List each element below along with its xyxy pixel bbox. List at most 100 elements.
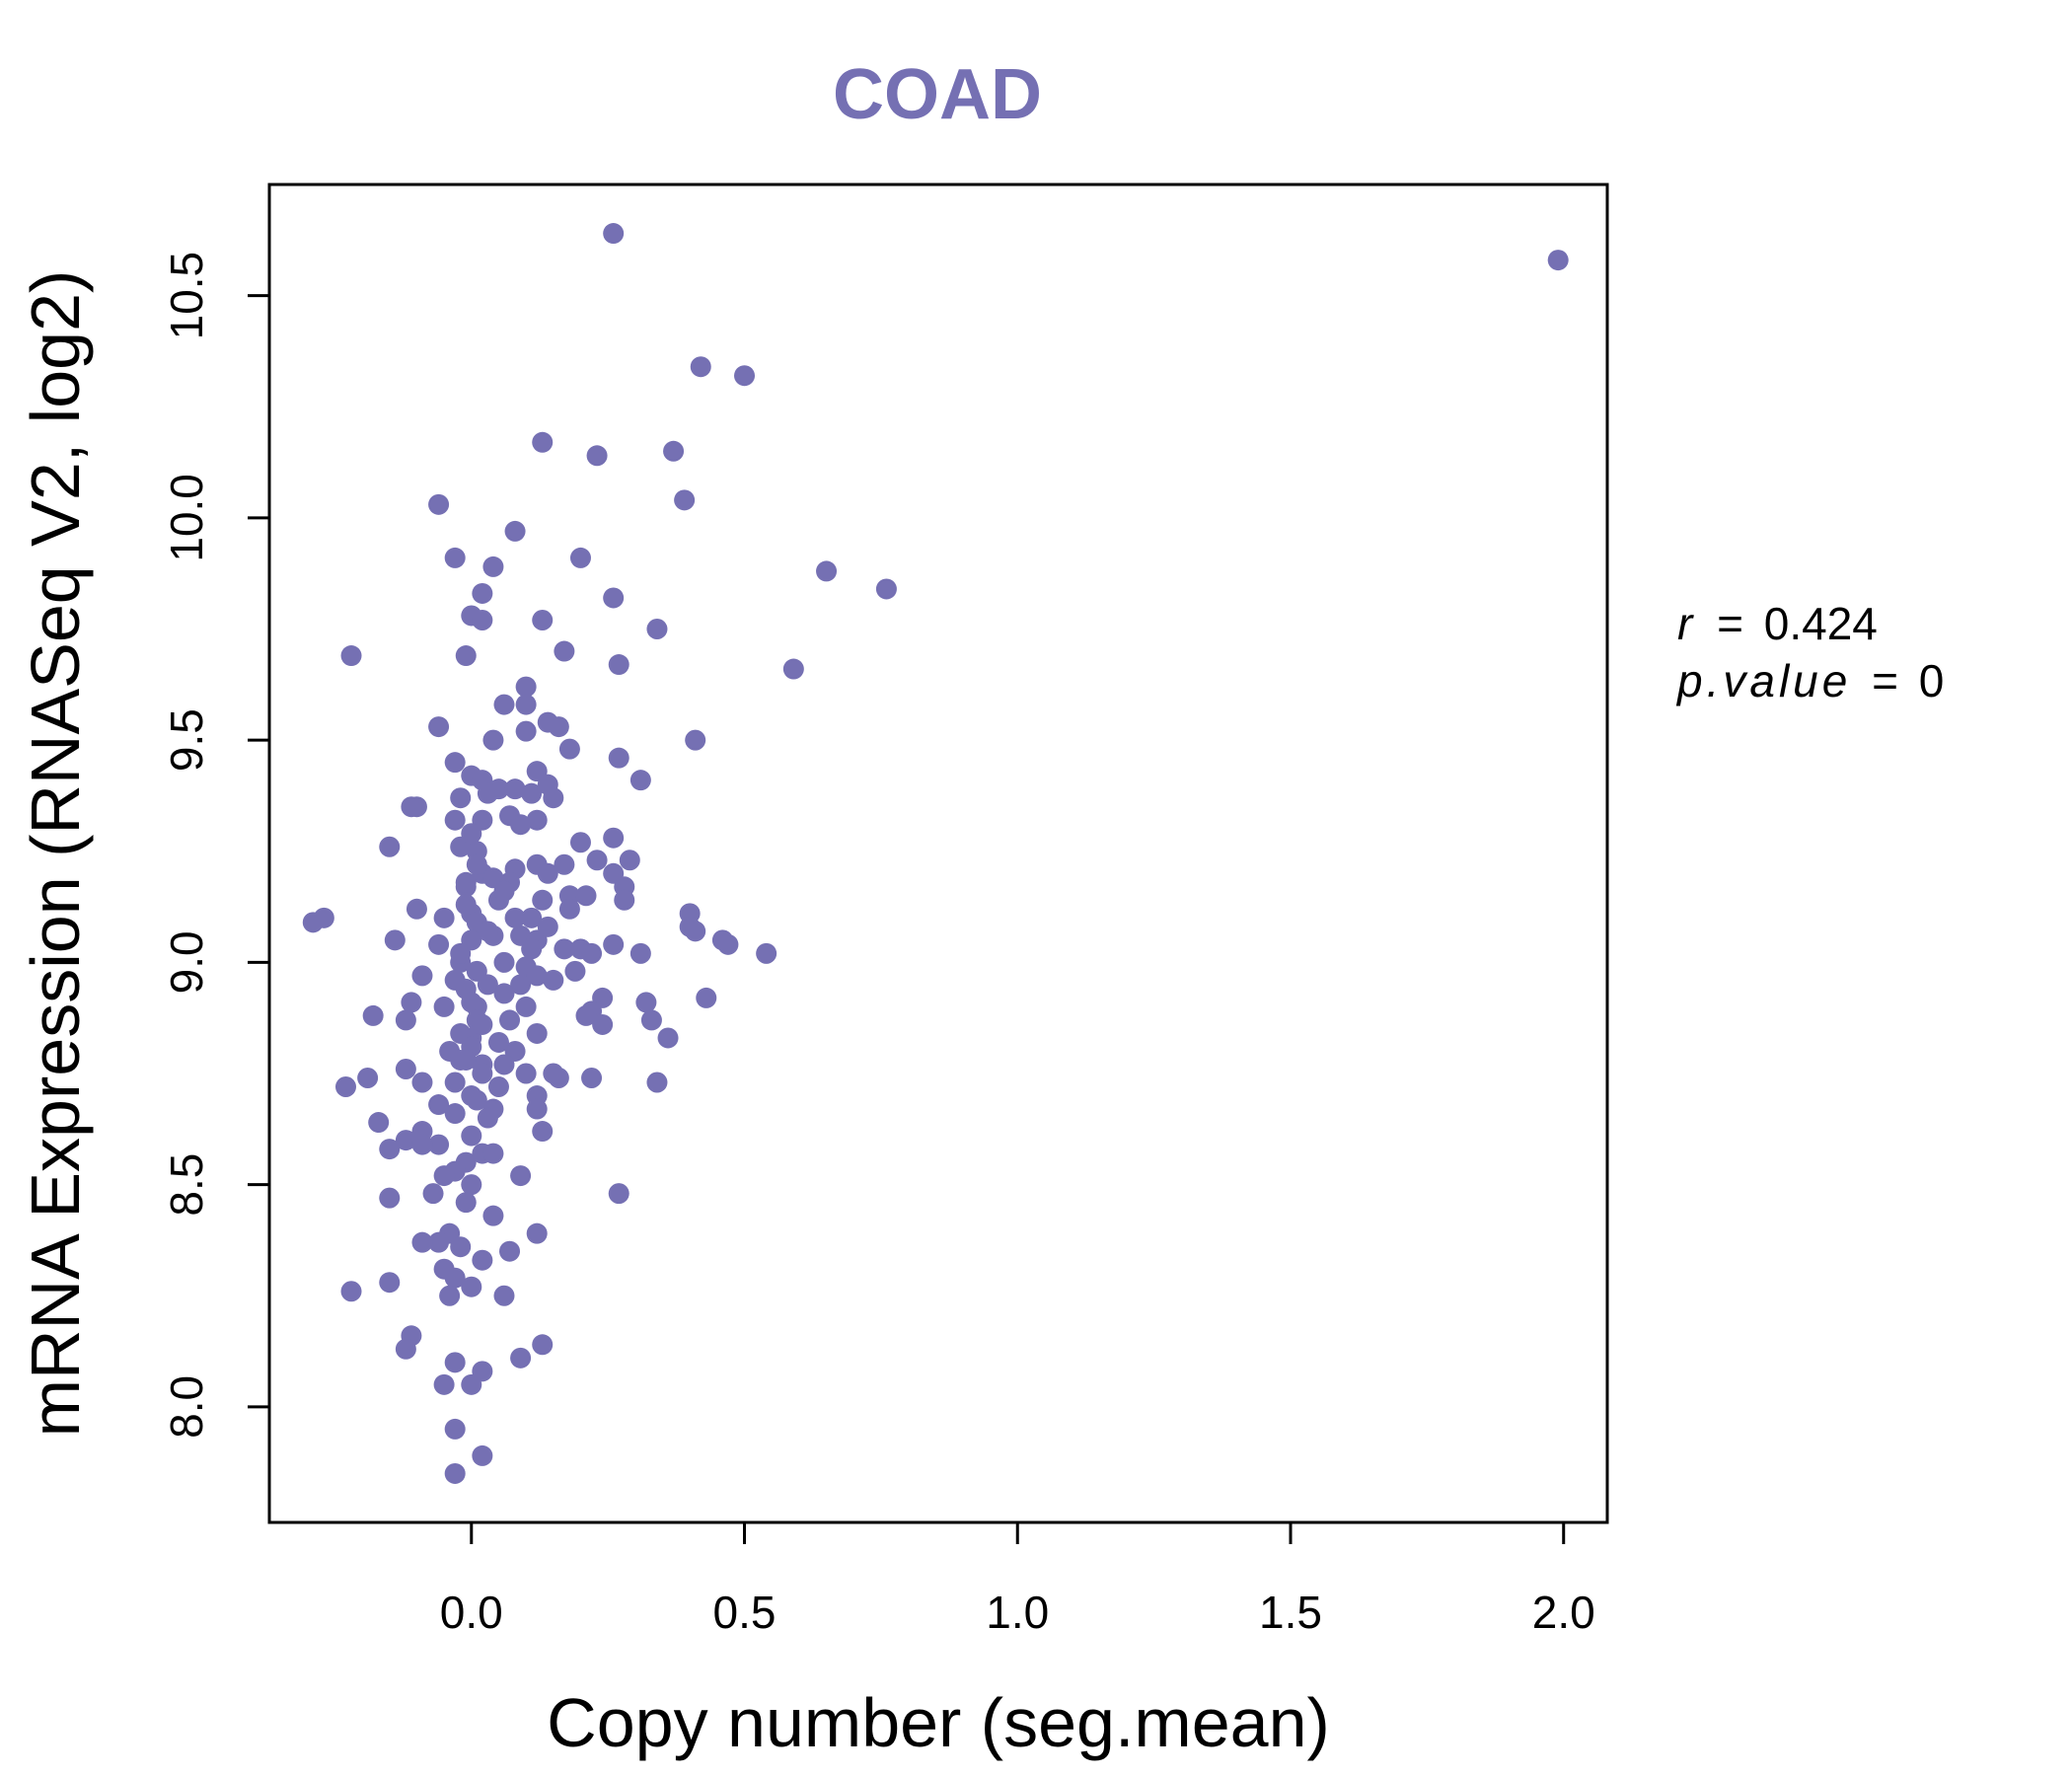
y-tick-label: 8.0 [161, 1375, 212, 1439]
data-point [526, 1022, 548, 1044]
data-point [603, 223, 625, 245]
data-point [532, 609, 554, 630]
data-point [379, 1139, 401, 1160]
data-point [640, 1009, 662, 1031]
data-point [487, 1076, 509, 1098]
data-point [526, 965, 548, 987]
data-point [444, 1103, 466, 1125]
data-point [461, 1276, 482, 1297]
data-point [439, 1285, 461, 1306]
data-point [411, 965, 433, 987]
data-point [428, 1231, 450, 1253]
data-point [428, 716, 450, 738]
data-point [357, 1068, 379, 1089]
data-point [816, 560, 838, 582]
data-point [433, 996, 455, 1017]
p-label: p.value [1675, 655, 1851, 706]
data-point [444, 752, 466, 774]
data-point [1547, 250, 1569, 271]
data-point [406, 898, 427, 920]
data-point [461, 823, 482, 845]
data-point [875, 578, 897, 600]
data-point [340, 645, 362, 667]
data-point [629, 942, 651, 964]
data-point [477, 782, 498, 804]
y-tick-label: 9.5 [161, 708, 212, 772]
data-point [782, 658, 804, 680]
data-point [504, 907, 526, 928]
x-tick-label: 0.5 [713, 1587, 777, 1638]
data-point [629, 770, 651, 791]
data-point [461, 1174, 482, 1196]
data-point [543, 969, 564, 991]
chart-title: COAD [833, 55, 1042, 134]
data-point [515, 1063, 537, 1084]
data-point [554, 640, 575, 662]
data-point [379, 1272, 401, 1294]
data-point [663, 440, 685, 462]
r-value: 0.424 [1764, 598, 1878, 649]
data-point [482, 729, 504, 751]
y-tick-label: 9.0 [161, 930, 212, 994]
data-point [466, 1089, 487, 1111]
data-point [674, 489, 696, 511]
data-point [493, 694, 515, 715]
data-point [428, 1134, 450, 1155]
y-tick-label: 10.5 [161, 252, 212, 340]
data-point [510, 974, 532, 996]
p-statistic: p.value = 0 [1675, 655, 1944, 706]
data-point [526, 1098, 548, 1120]
data-point [646, 1072, 668, 1093]
data-point [444, 1072, 466, 1093]
data-point [515, 676, 537, 698]
data-points [302, 223, 1569, 1484]
data-point [428, 933, 450, 955]
data-point [411, 1134, 433, 1155]
data-point [493, 1285, 515, 1306]
data-point [455, 871, 477, 893]
data-point [401, 796, 422, 818]
x-tick-label: 0.0 [440, 1587, 503, 1638]
data-point [614, 889, 635, 911]
data-point [635, 992, 657, 1013]
data-point [444, 547, 466, 568]
data-point [510, 814, 532, 836]
data-point [401, 992, 422, 1013]
data-point [515, 996, 537, 1017]
data-point [521, 907, 543, 928]
data-point [461, 992, 482, 1013]
data-point [444, 1267, 466, 1289]
data-point [455, 894, 477, 916]
y-axis-label: mRNA Expression (RNASeq V2, log2) [17, 270, 94, 1438]
data-point [504, 778, 526, 800]
data-point [504, 520, 526, 542]
data-point [499, 1240, 521, 1262]
data-point [548, 716, 569, 738]
data-point [575, 885, 597, 907]
data-point [569, 547, 591, 568]
data-point [340, 1281, 362, 1302]
correlation-stats: r = 0.424 p.value = 0 [1675, 598, 1944, 706]
data-point [444, 809, 466, 831]
data-point [411, 1231, 433, 1253]
data-point [428, 1094, 450, 1116]
data-point [433, 1165, 455, 1187]
data-point [554, 853, 575, 875]
data-point [461, 1373, 482, 1395]
data-point [334, 1076, 356, 1098]
data-point [379, 1187, 401, 1209]
data-point [569, 832, 591, 853]
data-point [477, 921, 498, 942]
data-point [455, 645, 477, 667]
data-point [586, 850, 608, 871]
data-point [472, 1063, 493, 1084]
data-point [428, 493, 450, 515]
p-value: 0 [1919, 655, 1945, 706]
data-point [575, 1004, 597, 1026]
data-point [450, 942, 472, 964]
data-point [608, 654, 629, 676]
x-tick-label: 1.0 [986, 1587, 1049, 1638]
data-point [537, 916, 558, 937]
data-point [466, 853, 487, 875]
